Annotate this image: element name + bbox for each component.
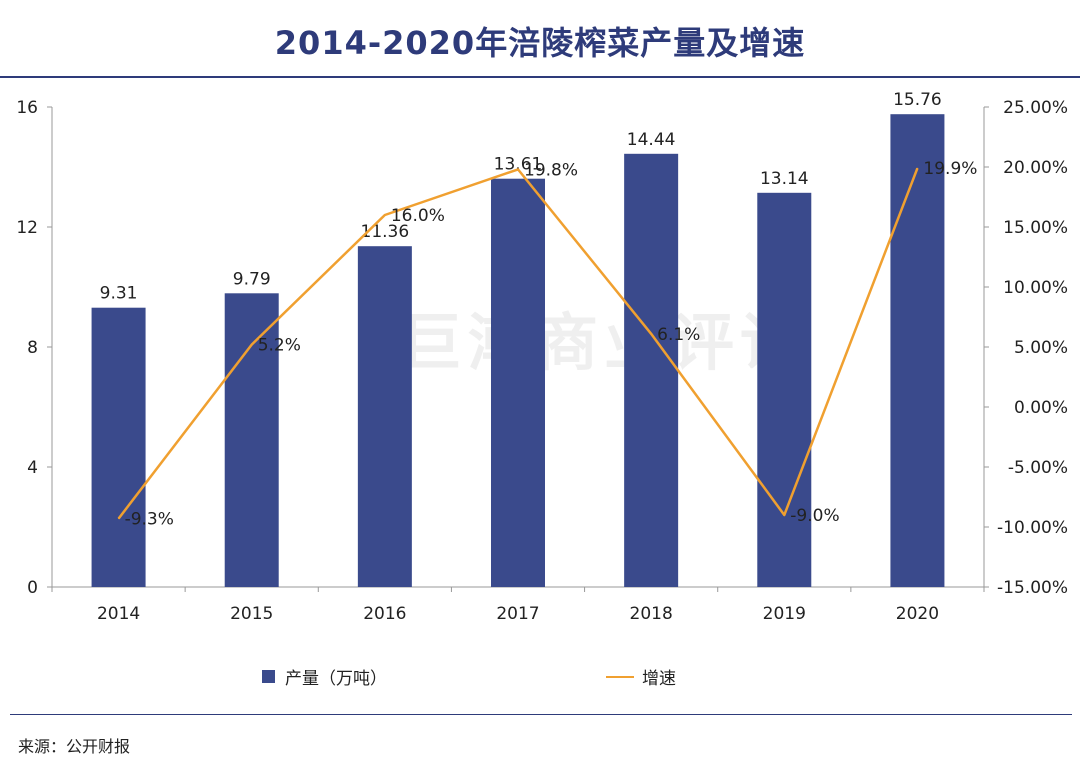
- bar-value-label: 13.61: [494, 155, 543, 175]
- bar-value-label: 9.79: [233, 269, 271, 289]
- growth-value-label: 19.9%: [923, 159, 977, 179]
- y-right-tick-label: -15.00%: [997, 578, 1068, 598]
- watermark: 巨潮商业评论: [400, 306, 809, 379]
- bar: [890, 114, 945, 587]
- y-right-tick-label: 10.00%: [1003, 278, 1068, 298]
- x-tick-label: 2017: [496, 604, 539, 624]
- y-right-tick-label: 20.00%: [1003, 158, 1068, 178]
- growth-point: [650, 333, 652, 335]
- legend-item-output: 产量（万吨）: [262, 664, 387, 689]
- y-left-tick-label: 8: [27, 338, 38, 358]
- growth-value-label: 16.0%: [391, 206, 445, 226]
- x-tick-label: 2020: [896, 604, 939, 624]
- title-divider: [0, 76, 1080, 78]
- x-tick-label: 2016: [363, 604, 406, 624]
- growth-value-label: 6.1%: [657, 325, 700, 345]
- y-right-tick-label: 5.00%: [1014, 338, 1068, 358]
- bar: [224, 293, 279, 587]
- y-left-tick-label: 0: [27, 578, 38, 598]
- bar-value-label: 15.76: [893, 90, 942, 110]
- growth-point: [118, 518, 120, 520]
- growth-value-label: -9.3%: [125, 510, 174, 530]
- growth-point: [916, 167, 918, 169]
- x-tick-label: 2018: [630, 604, 673, 624]
- y-right-tick-label: -10.00%: [997, 518, 1068, 538]
- bar-value-label: 13.14: [760, 169, 809, 189]
- y-right-tick-label: -5.00%: [1008, 458, 1068, 478]
- x-tick-label: 2014: [97, 604, 140, 624]
- bar-value-label: 9.31: [100, 284, 138, 304]
- legend-item-growth: 增速: [606, 664, 676, 689]
- footer-divider: [10, 714, 1072, 715]
- y-left-tick-label: 12: [16, 218, 38, 238]
- bar: [757, 192, 812, 588]
- legend-label-growth: 增速: [642, 669, 676, 689]
- bar: [357, 246, 412, 587]
- legend-label-output: 产量（万吨）: [285, 669, 387, 689]
- growth-value-label: 5.2%: [258, 336, 301, 356]
- chart-title: 2014-2020年涪陵榨菜产量及增速: [274, 24, 806, 62]
- growth-point: [251, 344, 253, 346]
- growth-point: [384, 214, 386, 216]
- legend-swatch-bar: [262, 670, 275, 683]
- x-tick-label: 2015: [230, 604, 273, 624]
- source-note: 来源：公开财报: [18, 737, 131, 756]
- bar: [624, 153, 679, 588]
- growth-value-label: -9.0%: [790, 506, 839, 526]
- legend-swatch-line: [606, 675, 634, 678]
- y-left-tick-label: 4: [27, 458, 38, 478]
- y-right-tick-label: 25.00%: [1003, 98, 1068, 118]
- x-tick-label: 2019: [763, 604, 806, 624]
- y-right-tick-label: 0.00%: [1014, 398, 1068, 418]
- bar: [91, 307, 146, 587]
- growth-value-label: 19.8%: [524, 160, 578, 180]
- y-right-tick-label: 15.00%: [1003, 218, 1068, 238]
- bar-value-label: 14.44: [627, 130, 676, 150]
- y-left-tick-label: 16: [16, 98, 38, 118]
- chart: 0 4 8 12 16 -15.00% -10.00% -5.00% 0.00% 5.00% 10.…: [16, 90, 1068, 624]
- growth-point: [783, 514, 785, 516]
- growth-point: [517, 168, 519, 170]
- bar: [491, 178, 545, 587]
